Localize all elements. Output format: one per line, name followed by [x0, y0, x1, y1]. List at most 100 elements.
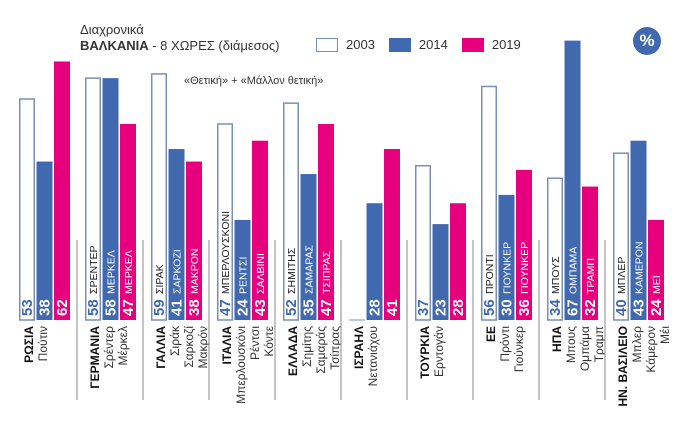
- leader-label: Τσίπρας: [328, 326, 342, 370]
- bar-leader-label: ΜΕΪ: [651, 275, 663, 294]
- bar-2003: [547, 177, 563, 321]
- leader-label: Μέρκελ: [116, 326, 130, 366]
- bar-value-label: 37: [415, 299, 432, 316]
- bar-2003: [613, 152, 629, 321]
- bar-2003: [85, 77, 101, 321]
- country-label: ΓΕΡΜΑΝΙΑ: [88, 326, 102, 389]
- bar-2019: [54, 61, 70, 321]
- leader-label: Μακρόν: [196, 326, 210, 368]
- country-label: ΓΑΛΛΙΑ: [154, 326, 168, 369]
- legend-label-2003: 2003: [346, 37, 375, 52]
- bar-leader-label: ΜΠΕΡΛΟΥΣΚΟΝΙ: [220, 211, 232, 294]
- bar-value-label: 28: [367, 299, 384, 316]
- bar-leader-label: ΜΕΡΚΕΛ: [123, 250, 135, 294]
- bar-2019: [582, 186, 598, 320]
- bar-leader-label: ΓΙΟΥΝΚΕΡ: [502, 242, 514, 294]
- bar-leader-label: ΣΙΡΑΚ: [154, 264, 166, 294]
- bar-2014: [168, 149, 185, 320]
- leader-label: Ερντογάν: [432, 326, 446, 377]
- leader-label: Κάμερον: [644, 326, 658, 373]
- leader-label: Τραμπ: [592, 326, 606, 362]
- chart-title-bold: ΒΑΛΚΑΝΙΑ: [80, 38, 149, 53]
- bar-value-label: 52: [283, 299, 300, 316]
- bar-2003: [283, 102, 299, 321]
- country-label: ΕΕ: [484, 326, 498, 342]
- bar-value-label: 67: [565, 299, 582, 316]
- bar-value-label: 34: [547, 299, 564, 316]
- bar-2003: [19, 98, 35, 321]
- bar-leader-label: ΣΑΜΑΡΑΣ: [304, 245, 316, 294]
- leader-label: Πρόντι: [498, 326, 512, 362]
- legend-swatch-2019: [461, 37, 484, 52]
- bar-value-label: 23: [433, 299, 450, 316]
- legend-label-2014: 2014: [418, 37, 448, 52]
- bar-2003: [217, 123, 233, 321]
- bar-value-label: 38: [37, 299, 54, 316]
- leader-label: Μπλερ: [630, 326, 644, 363]
- leader-label: Ομπάμα: [578, 326, 592, 371]
- bar-value-label: 24: [235, 299, 252, 316]
- country-label: ΗΝ. ΒΑΣΙΛΕΙΟ: [616, 326, 630, 407]
- bar-2019: [186, 161, 202, 320]
- bar-leader-label: ΜΕΡΚΕΛ: [106, 250, 118, 294]
- chart-subtitle: «Θετική» + «Μάλλον θετική»: [184, 75, 324, 87]
- bar-value-label: 58: [103, 299, 120, 316]
- bar-leader-label: ΣΗΜΙΤΗΣ: [286, 247, 298, 294]
- bar-value-label: 41: [384, 299, 401, 316]
- bar-2019: [318, 124, 334, 320]
- bar-leader-label: ΤΡΑΜΠ: [585, 258, 597, 294]
- bar-2014: [564, 40, 581, 321]
- country-label: ΕΛΛΑΔΑ: [286, 326, 300, 376]
- bar-value-label: 24: [648, 299, 665, 316]
- leader-label: Σιράκ: [168, 325, 182, 356]
- bar-2019: [450, 203, 466, 320]
- bar-2019: [648, 219, 664, 320]
- leader-label: Γιούνκερ: [512, 326, 526, 372]
- bar-2014: [102, 78, 119, 320]
- bar-value-label: 38: [186, 299, 203, 316]
- bar-2014: [234, 219, 251, 320]
- bar-value-label: 30: [499, 299, 516, 316]
- country-label: ΗΠΑ: [550, 326, 564, 352]
- bar-2003: [481, 85, 497, 321]
- bar-2019: [516, 169, 532, 320]
- country-label: ΤΟΥΡΚΙΑ: [418, 326, 432, 379]
- bar-value-label: 40: [613, 299, 630, 316]
- bar-leader-label: ΠΡΟΝΤΙ: [484, 254, 496, 294]
- bar-2014: [432, 224, 449, 320]
- bar-value-label: 41: [169, 299, 186, 316]
- leader-label: Νετανιάχου: [366, 326, 380, 386]
- bar-value-label: 53: [19, 299, 36, 316]
- chart-title-rest: - 8 ΧΩΡΕΣ (διάμεσος): [148, 38, 280, 53]
- bar-2014: [630, 140, 647, 320]
- leader-label: Ρέντσι: [248, 326, 262, 360]
- bar-2019: [120, 124, 136, 320]
- bar-2003: [151, 73, 167, 321]
- country-label: ΙΣΡΑΗΛ: [352, 326, 366, 369]
- bar-value-label: 43: [252, 299, 269, 316]
- bar-value-label: 47: [318, 299, 335, 316]
- bar-value-label: 59: [151, 299, 168, 316]
- bar-2014: [366, 203, 383, 320]
- bar-leader-label: ΤΣΙΠΡΑΣ: [321, 250, 333, 294]
- legend-label-2019: 2019: [491, 37, 521, 52]
- bar-2014: [36, 161, 53, 320]
- leader-label: Σρέντερ: [102, 326, 116, 369]
- bar-leader-label: ΓΙΟΥΝΚΕΡ: [519, 242, 531, 294]
- leader-label: Πούτιν: [36, 326, 50, 361]
- percent-badge: %: [633, 27, 661, 55]
- leader-label: Σημίτης: [300, 326, 314, 367]
- leader-label: Μέι: [658, 326, 672, 344]
- legend-swatch-2003: [316, 37, 338, 52]
- bar-2019: [384, 149, 400, 320]
- leader-label: Κόντε: [262, 325, 276, 356]
- legend: 2003 2014 2019: [316, 37, 535, 52]
- bar-leader-label: ΣΑΛΒΙΝΙ: [255, 253, 267, 294]
- bar-leader-label: ΣΑΡΚΟΖΙ: [172, 249, 184, 294]
- chart-title-line2: ΒΑΛΚΑΝΙΑ - 8 ΧΩΡΕΣ (διάμεσος): [80, 38, 280, 53]
- bar-2014: [498, 194, 515, 320]
- leader-label: Σαμαράς: [314, 326, 328, 374]
- bar-leader-label: ΜΠΟΥΣ: [550, 256, 562, 294]
- bar-value-label: 36: [516, 299, 533, 316]
